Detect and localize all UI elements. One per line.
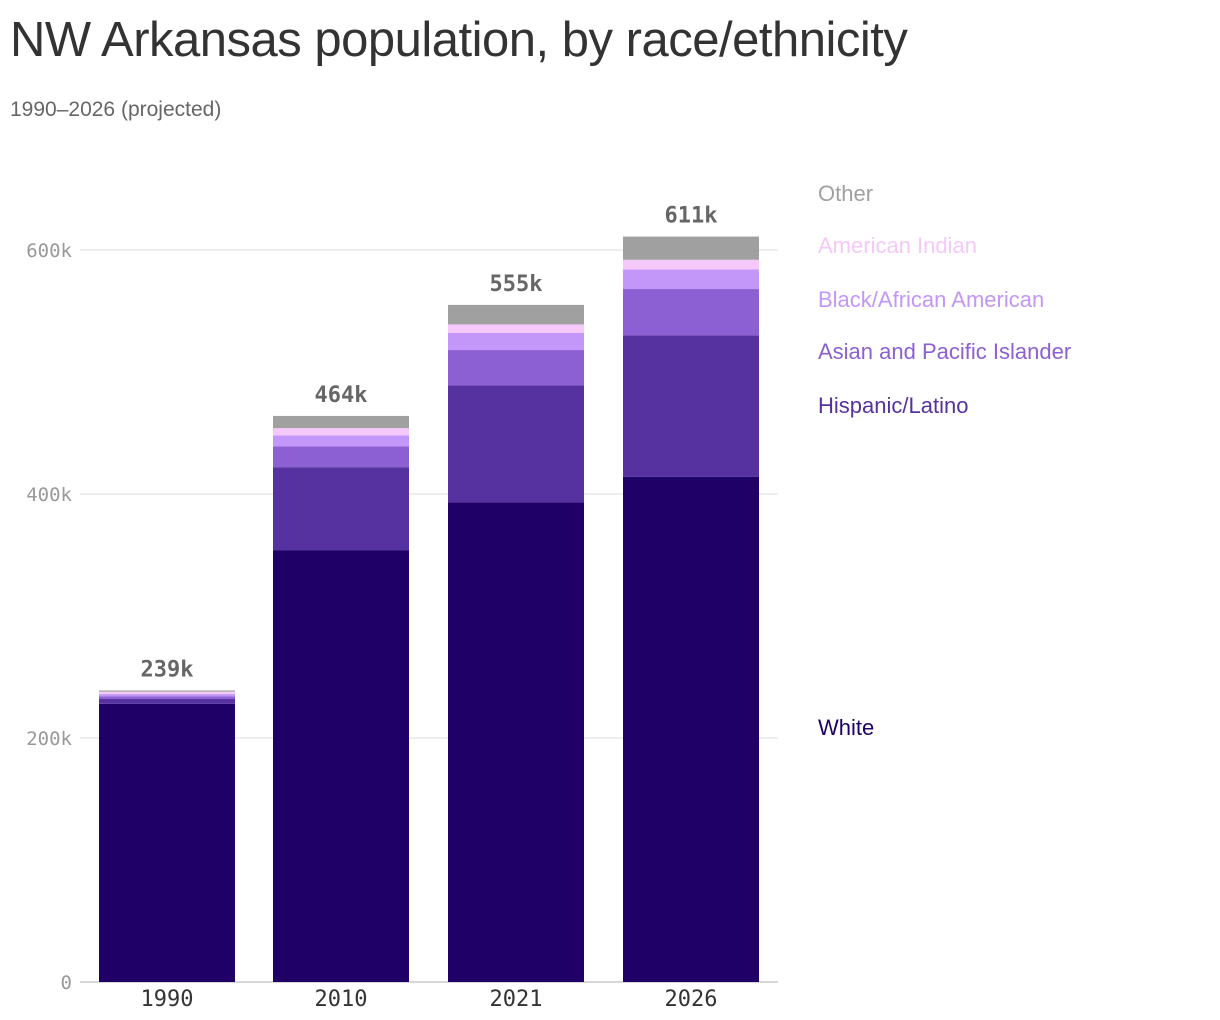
bar-segment <box>99 694 235 697</box>
chart-title: NW Arkansas population, by race/ethnicit… <box>10 13 908 67</box>
bar-stack-2026 <box>623 236 759 982</box>
legend-entry: Asian and Pacific Islander <box>818 339 1071 364</box>
y-tick-label: 400k <box>26 484 72 506</box>
y-tick-label: 0 <box>61 972 72 994</box>
legend-entry: Other <box>818 181 873 206</box>
bar-segment <box>623 259 759 270</box>
bar-segment <box>99 698 235 704</box>
bar-stack-1990 <box>99 690 235 982</box>
x-tick-label: 2021 <box>490 987 543 1012</box>
bar-segment <box>99 703 235 982</box>
bar-total-label: 555k <box>490 272 543 297</box>
bar-segment <box>448 502 584 982</box>
bar-segment <box>623 289 759 336</box>
bar-stack-2010 <box>273 415 409 982</box>
total-labels: 239k 464k 555k 611k <box>141 204 718 683</box>
bar-segment <box>623 236 759 260</box>
bar-segment <box>448 332 584 351</box>
bar-segment <box>448 385 584 503</box>
y-tick-label: 200k <box>26 728 72 750</box>
legend-entry: Hispanic/Latino <box>818 393 968 418</box>
bar-segment <box>448 350 584 386</box>
chart-subtitle: 1990–2026 (projected) <box>10 98 222 121</box>
bar-segment <box>623 335 759 477</box>
x-tick-label: 1990 <box>141 987 194 1012</box>
bar-segment <box>273 415 409 429</box>
bar-total-label: 239k <box>141 657 194 682</box>
bar-segment <box>273 446 409 468</box>
x-tick-label: 2026 <box>665 987 718 1012</box>
legend: White Hispanic/Latino Asian and Pacific Is… <box>818 181 1071 740</box>
bar-segment <box>273 550 409 982</box>
bar-total-label: 464k <box>315 383 368 408</box>
bar-stack-2021 <box>448 304 584 982</box>
bars <box>99 236 759 982</box>
legend-entry: White <box>818 715 874 740</box>
bar-segment <box>448 304 584 325</box>
legend-entry: American Indian <box>818 233 977 258</box>
bar-segment <box>99 696 235 699</box>
bar-segment <box>99 691 235 695</box>
bar-segment <box>273 428 409 436</box>
bar-segment <box>273 435 409 447</box>
x-axis-labels: 1990 2010 2021 2026 <box>141 987 718 1012</box>
x-tick-label: 2010 <box>315 987 368 1012</box>
bar-segment <box>623 476 759 982</box>
y-tick-label: 600k <box>26 240 72 262</box>
legend-entry: Black/African American <box>818 287 1044 312</box>
y-axis-labels: 0 200k 400k 600k <box>26 240 72 994</box>
bar-segment <box>623 269 759 290</box>
bar-segment <box>448 324 584 333</box>
bar-segment <box>99 690 235 692</box>
bar-total-label: 611k <box>665 204 718 229</box>
bar-segment <box>273 467 409 551</box>
